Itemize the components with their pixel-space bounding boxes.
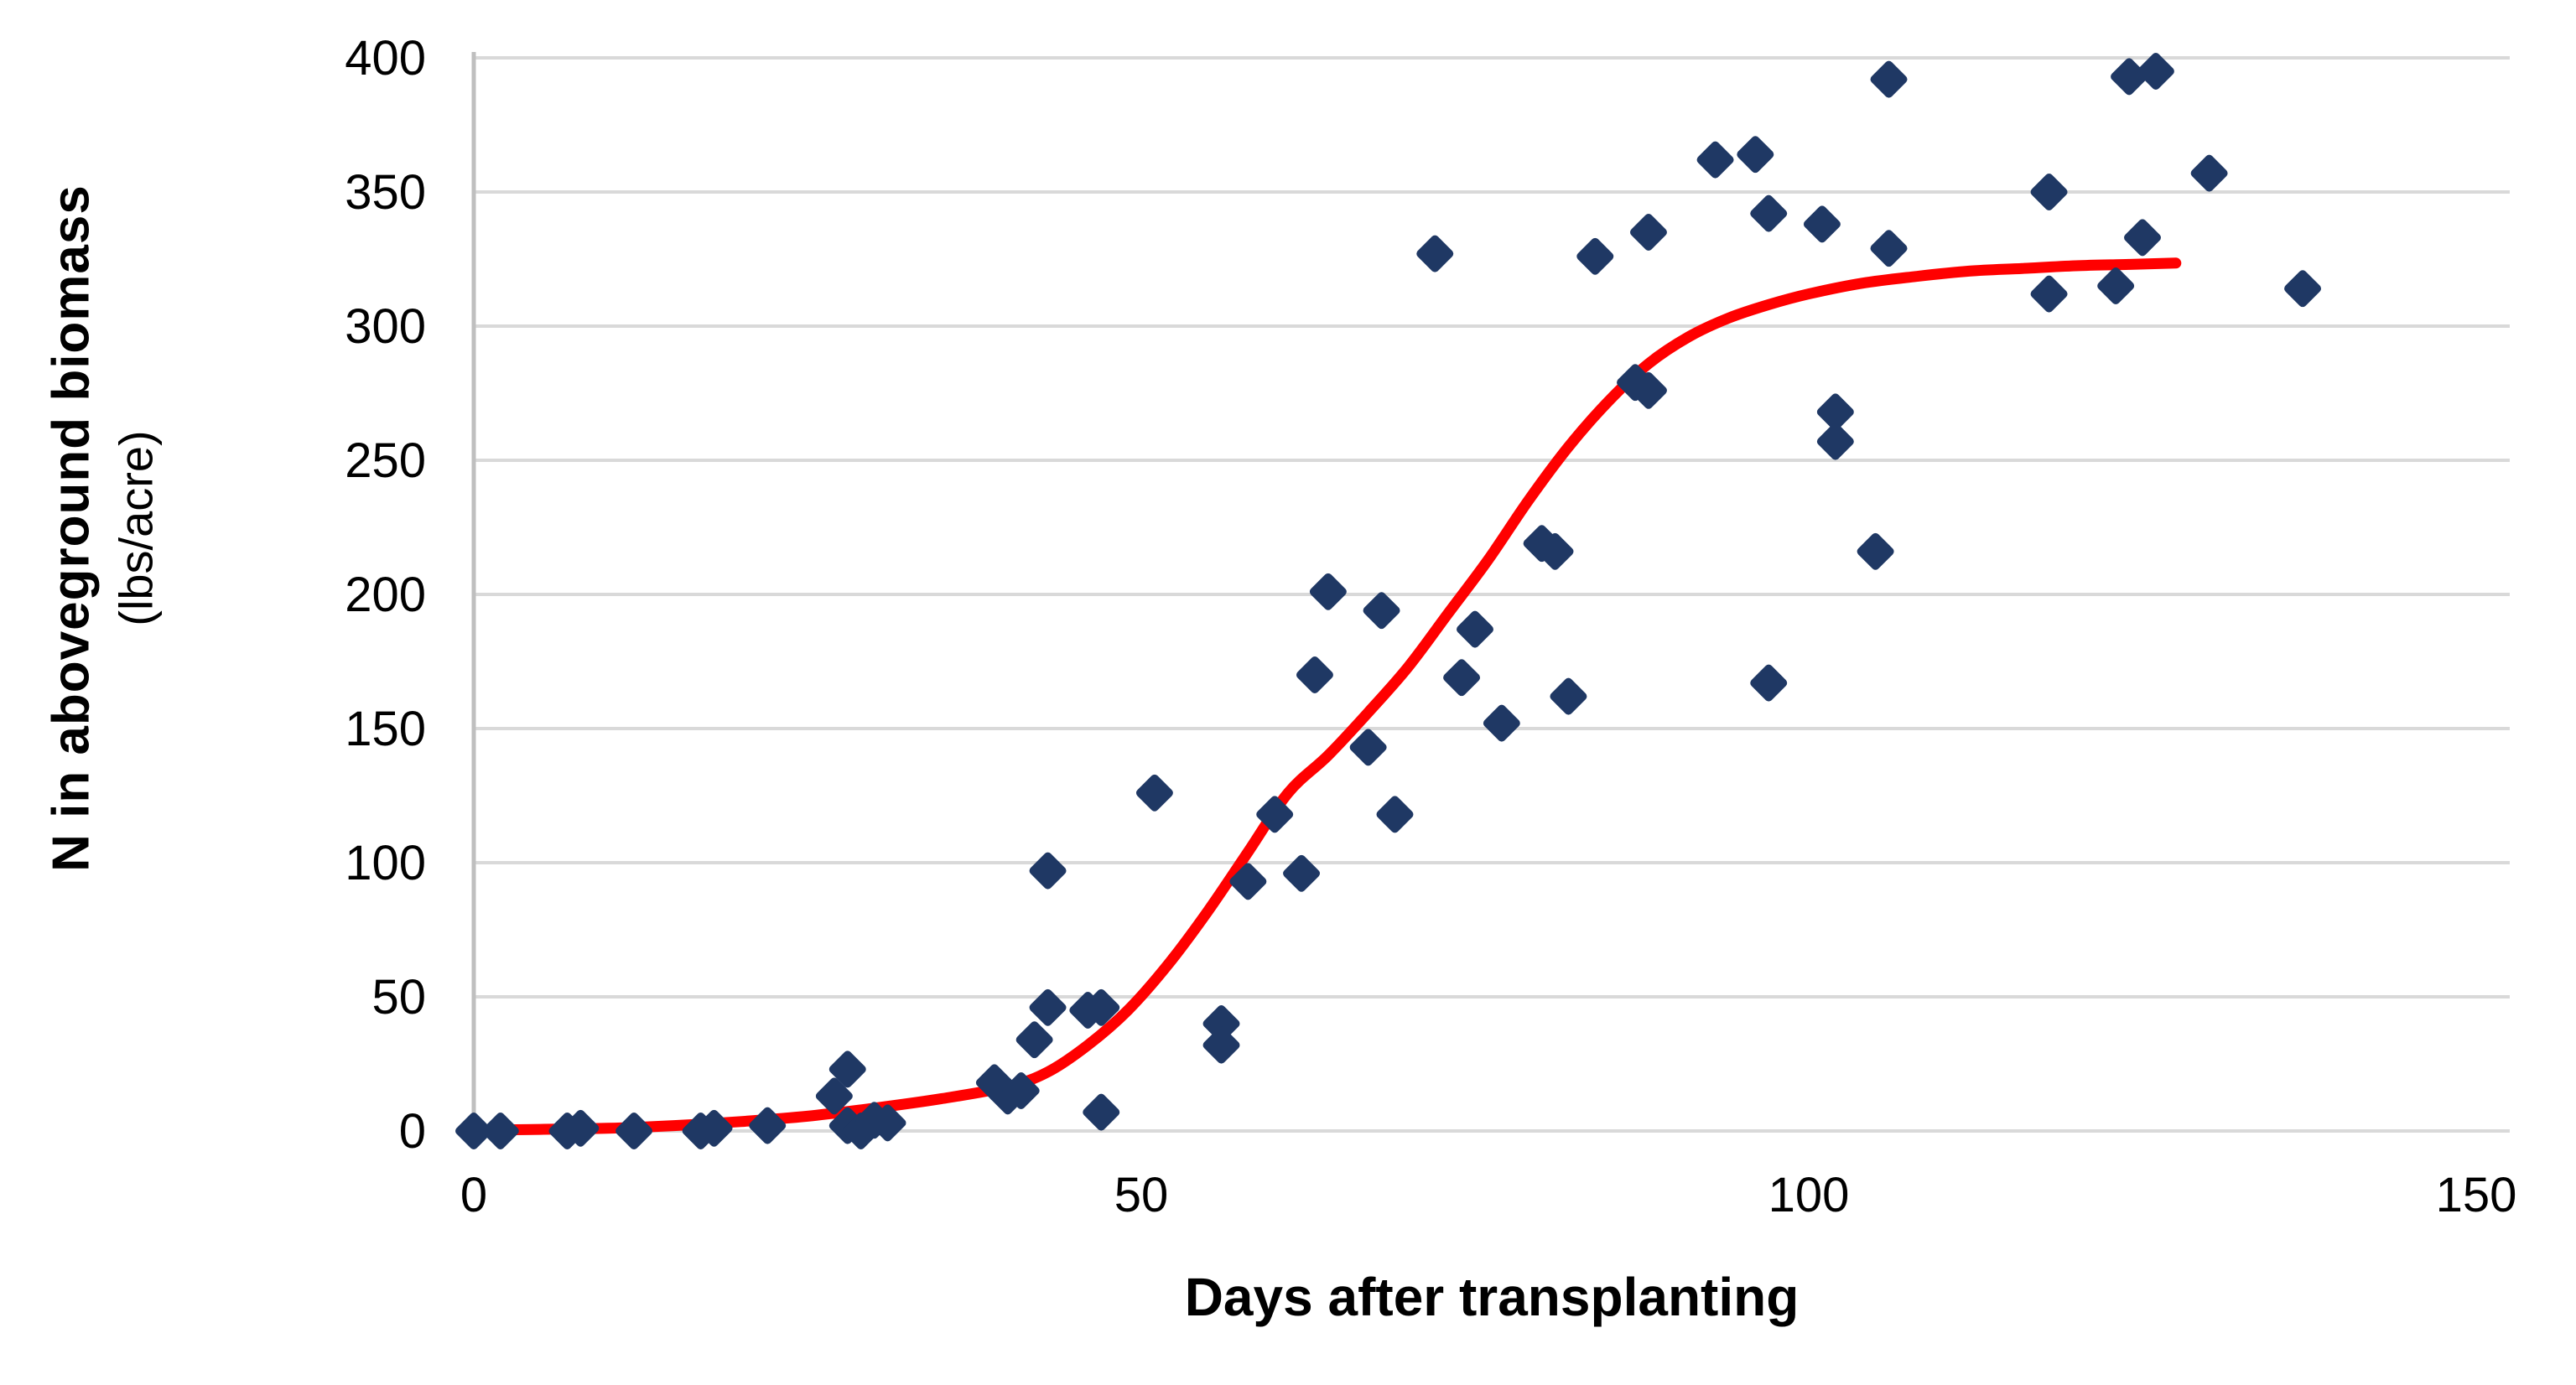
scatter-point [1349, 729, 1387, 766]
scatter-point [1737, 136, 1774, 174]
scatter-point [562, 1109, 600, 1147]
scatter-point [1363, 592, 1400, 630]
scatter-point [1750, 664, 1788, 702]
scatter-point [2030, 275, 2068, 313]
scatter-point [1696, 141, 1734, 179]
scatter-point [1083, 1093, 1120, 1131]
scatter-point [1002, 1072, 1040, 1109]
scatter-point [869, 1104, 906, 1142]
scatter-point [1296, 656, 1333, 693]
y-tick-label: 300 [345, 299, 426, 354]
y-tick-label: 0 [398, 1104, 426, 1159]
scatter-point [1443, 659, 1481, 697]
scatter-point [2137, 53, 2174, 90]
scatter-point [1536, 532, 1574, 570]
scatter-point [1283, 854, 1321, 892]
scatter-point [1202, 1005, 1240, 1042]
scatter-point [615, 1113, 653, 1149]
scatter-point [2030, 174, 2068, 210]
x-tick-label: 50 [1114, 1168, 1169, 1222]
scatter-point [828, 1050, 866, 1088]
x-tick-label: 100 [1768, 1168, 1850, 1222]
y-tick-label: 350 [345, 165, 426, 220]
y-tick-label: 250 [345, 433, 426, 488]
scatter-point [1816, 393, 1854, 431]
scatter-point [1256, 796, 1294, 833]
scatter-point [1483, 704, 1520, 742]
scatter-point [1083, 988, 1120, 1026]
scatter-point [1015, 1021, 1053, 1059]
scatter-point [1629, 371, 1667, 409]
y-tick-label: 150 [345, 702, 426, 756]
scatter-point [815, 1077, 853, 1115]
scatter-point [1029, 852, 1067, 890]
y-axis-title: N in aboveground biomass [42, 184, 101, 872]
y-tick-label: 50 [371, 970, 426, 1024]
scatter-point [1550, 677, 1587, 715]
y-tick-label: 100 [345, 836, 426, 890]
scatter-point [1816, 423, 1854, 460]
scatter-point [1202, 1026, 1240, 1064]
scatter-point [1803, 205, 1841, 243]
scatter-point [1135, 774, 1173, 812]
scatter-point [2284, 270, 2322, 308]
scatter-point [1857, 532, 1894, 570]
trend-line [468, 257, 2182, 1136]
scatter-point [1870, 230, 1908, 267]
scatter-point [1309, 573, 1347, 610]
scatter-point [2097, 267, 2135, 304]
x-tick-label: 150 [2435, 1168, 2517, 1222]
scatter-point [749, 1107, 787, 1144]
scatter-point [455, 1113, 492, 1149]
y-tick-label: 400 [345, 31, 426, 86]
scatter-point [695, 1109, 733, 1147]
scatter-point [1750, 195, 1788, 232]
y-tick-label: 200 [345, 568, 426, 622]
y-axis-unit-label: (lbs/acre) [109, 430, 163, 626]
scatter-point [2190, 154, 2228, 192]
scatter-point [1376, 796, 1414, 833]
x-axis-title: Days after transplanting [1184, 1267, 1800, 1327]
scatter-point [1576, 237, 1614, 275]
scatter-point [1457, 610, 1493, 648]
x-tick-label: 0 [460, 1168, 488, 1222]
scatter-point [1870, 60, 1908, 98]
scatter-point [1629, 214, 1667, 251]
scatter-point [2111, 58, 2148, 96]
scatter-point [1416, 235, 1454, 272]
scatter-point [1029, 988, 1067, 1026]
scatter-point [481, 1113, 519, 1149]
scatter-point [1229, 863, 1267, 900]
scatter-point [2124, 219, 2161, 257]
